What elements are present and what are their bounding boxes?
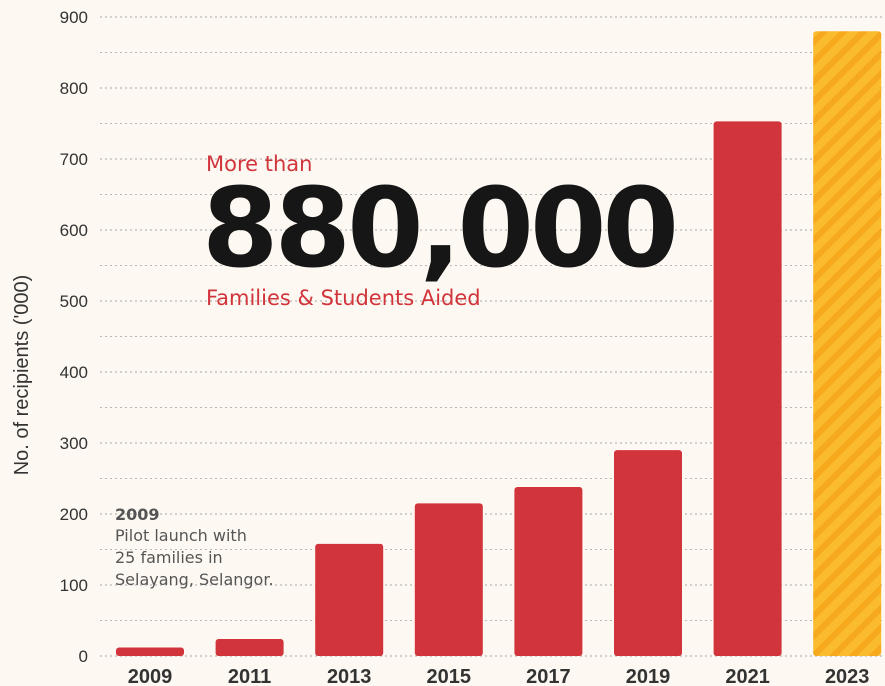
y-tick-label: 500 xyxy=(60,292,88,311)
y-tick-label: 800 xyxy=(60,79,88,98)
x-tick-label: 2013 xyxy=(327,666,372,686)
annotation-line: Selayang, Selangor. xyxy=(115,570,274,589)
pilot-annotation: 2009 Pilot launch with 25 families in Se… xyxy=(115,504,290,591)
x-tick-label: 2017 xyxy=(526,666,571,686)
y-tick-label: 900 xyxy=(60,8,88,27)
x-axis-ticks: 2009 2011 2013 2015 2017 2019 2021 2023 xyxy=(128,666,870,686)
y-tick-label: 600 xyxy=(60,221,88,240)
bar-2013 xyxy=(315,543,384,656)
bar-2019 xyxy=(614,450,682,656)
annotation-year: 2009 xyxy=(115,505,160,524)
y-tick-label: 700 xyxy=(60,150,88,169)
x-tick-label: 2021 xyxy=(725,666,770,686)
bar-2017 xyxy=(514,487,583,656)
x-tick-label: 2023 xyxy=(825,666,870,686)
headline: More than 880,000 Families & Students Ai… xyxy=(202,150,679,312)
headline-suffix: Families & Students Aided xyxy=(206,286,481,310)
y-tick-label: 100 xyxy=(60,576,88,595)
x-tick-label: 2019 xyxy=(626,666,671,686)
bar-2009 xyxy=(116,647,184,656)
bar-highlight-2023 xyxy=(813,31,882,656)
bar-2011 xyxy=(215,638,284,656)
bar-2015 xyxy=(414,503,483,656)
x-tick-label: 2009 xyxy=(128,666,173,686)
y-tick-label: 300 xyxy=(60,434,88,453)
annotation-line: Pilot launch with xyxy=(115,526,247,545)
y-tick-label: 0 xyxy=(79,647,88,666)
bar-2021 xyxy=(713,121,782,657)
gridlines xyxy=(100,16,883,657)
bars xyxy=(116,31,882,657)
annotation-line: 25 families in xyxy=(115,548,223,567)
x-tick-label: 2011 xyxy=(228,666,271,686)
y-axis-label: No. of recipients ('000) xyxy=(11,275,33,476)
y-axis-ticks: 0 100 200 300 400 500 600 700 800 900 xyxy=(60,8,88,666)
y-tick-label: 400 xyxy=(60,363,88,382)
headline-number: 880,000 xyxy=(202,164,679,292)
y-tick-label: 200 xyxy=(60,505,88,524)
x-tick-label: 2015 xyxy=(427,666,472,686)
headline-prefix: More than xyxy=(206,152,313,176)
